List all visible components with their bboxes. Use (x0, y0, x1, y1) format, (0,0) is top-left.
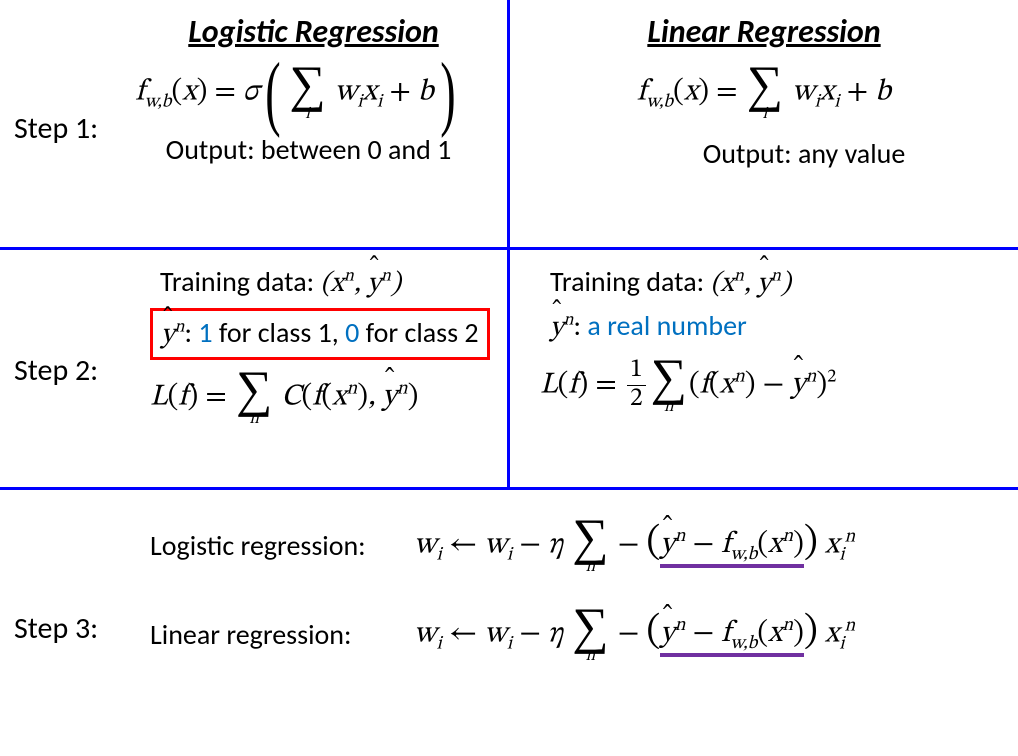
formula-logistic-model: fw,b(x) = σ(∑i wixi + b) (100, 59, 497, 126)
update-logistic: Logistic regression: wi ← wi − η ∑n − (y… (150, 516, 1008, 575)
update-linear: Linear regression: wi ← wi − η ∑n − (yn … (150, 605, 1008, 664)
training-data-linear: Training data: (xn, yn) (550, 264, 1008, 302)
comparison-table: Logistic Regression Step 1: fw,b(x) = σ(… (0, 0, 1018, 756)
cell-step1-linear: Linear Regression fw,b(x) = ∑i wixi + b … (510, 0, 1018, 250)
step1-label: Step 1: (14, 110, 98, 147)
training-prefix-left: Training data: (160, 264, 320, 299)
yhat-linear-text: a real number (587, 308, 746, 343)
step3-label: Step 3: (14, 610, 98, 647)
loss-linear: L(f) = 12∑n(f(xn) − yn)2 (540, 356, 1008, 415)
update-linear-label: Linear regression: (150, 617, 382, 652)
step2-label: Step 2: (14, 352, 98, 389)
cell-step3: Step 3: Logistic regression: wi ← wi − η… (0, 490, 1018, 756)
class1-text: for class 1, (213, 315, 346, 350)
formula-linear-model: fw,b(x) = ∑i wixi + b (520, 63, 1008, 122)
class2-text: for class 2 (359, 315, 478, 350)
cell-step2-logistic: Step 2: Training data: (xn, yn) yn: 1 fo… (0, 250, 510, 490)
training-prefix-right: Training data: (550, 264, 710, 299)
yhat-box-logistic: yn: 1 for class 1, 0 for class 2 (150, 308, 490, 360)
class1-value: 1 (198, 315, 212, 350)
loss-logistic: L(f) = ∑n C(f(xn), yn) (150, 368, 497, 427)
update-logistic-label: Logistic regression: (150, 528, 400, 563)
cell-step1-logistic: Logistic Regression Step 1: fw,b(x) = σ(… (0, 0, 510, 250)
class2-value: 0 (345, 315, 359, 350)
training-data-logistic: Training data: (xn, yn) (160, 264, 497, 302)
title-logistic: Logistic Regression (10, 12, 497, 51)
output-linear: Output: any value (520, 136, 1008, 171)
cell-step2-linear: Training data: (xn, yn) yn: a real numbe… (510, 250, 1018, 490)
yhat-linear: yn: a real number (550, 308, 1008, 346)
title-linear: Linear Regression (520, 12, 1008, 51)
